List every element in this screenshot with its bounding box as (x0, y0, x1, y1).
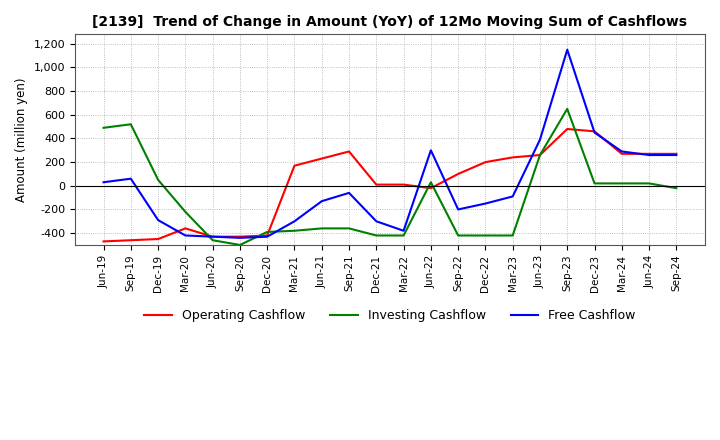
Operating Cashflow (590, 129, 599, 134)
Operating Cashflow (154, 236, 163, 242)
Operating Cashflow (318, 156, 326, 161)
Investing Cashflow (426, 180, 435, 185)
Operating Cashflow (618, 151, 626, 157)
Operating Cashflow (235, 234, 244, 239)
Operating Cashflow (400, 182, 408, 187)
Operating Cashflow (290, 163, 299, 169)
Free Cashflow (235, 235, 244, 241)
Operating Cashflow (454, 171, 462, 176)
Line: Investing Cashflow: Investing Cashflow (104, 109, 676, 245)
Operating Cashflow (99, 239, 108, 244)
Operating Cashflow (263, 233, 271, 238)
Operating Cashflow (536, 152, 544, 158)
Free Cashflow (208, 234, 217, 239)
Free Cashflow (290, 219, 299, 224)
Operating Cashflow (645, 151, 654, 157)
Free Cashflow (590, 130, 599, 135)
Operating Cashflow (481, 159, 490, 165)
Operating Cashflow (208, 234, 217, 239)
Investing Cashflow (235, 242, 244, 248)
Operating Cashflow (345, 149, 354, 154)
Free Cashflow (618, 149, 626, 154)
Operating Cashflow (672, 151, 680, 157)
Investing Cashflow (154, 177, 163, 183)
Investing Cashflow (454, 233, 462, 238)
Free Cashflow (181, 233, 189, 238)
Operating Cashflow (372, 182, 381, 187)
Operating Cashflow (127, 238, 135, 243)
Investing Cashflow (672, 186, 680, 191)
Investing Cashflow (400, 233, 408, 238)
Free Cashflow (536, 137, 544, 142)
Investing Cashflow (181, 209, 189, 214)
Operating Cashflow (181, 226, 189, 231)
Legend: Operating Cashflow, Investing Cashflow, Free Cashflow: Operating Cashflow, Investing Cashflow, … (139, 304, 641, 327)
Free Cashflow (99, 180, 108, 185)
Free Cashflow (426, 148, 435, 153)
Investing Cashflow (508, 233, 517, 238)
Investing Cashflow (481, 233, 490, 238)
Investing Cashflow (590, 181, 599, 186)
Investing Cashflow (208, 238, 217, 243)
Free Cashflow (318, 198, 326, 204)
Investing Cashflow (263, 229, 271, 235)
Line: Operating Cashflow: Operating Cashflow (104, 129, 676, 242)
Free Cashflow (372, 219, 381, 224)
Free Cashflow (672, 152, 680, 158)
Investing Cashflow (345, 226, 354, 231)
Free Cashflow (263, 234, 271, 239)
Y-axis label: Amount (million yen): Amount (million yen) (15, 77, 28, 202)
Investing Cashflow (645, 181, 654, 186)
Investing Cashflow (563, 106, 572, 111)
Operating Cashflow (563, 126, 572, 132)
Investing Cashflow (127, 121, 135, 127)
Free Cashflow (508, 194, 517, 199)
Free Cashflow (454, 207, 462, 212)
Line: Free Cashflow: Free Cashflow (104, 50, 676, 238)
Free Cashflow (345, 190, 354, 195)
Free Cashflow (645, 152, 654, 158)
Title: [2139]  Trend of Change in Amount (YoY) of 12Mo Moving Sum of Cashflows: [2139] Trend of Change in Amount (YoY) o… (92, 15, 688, 29)
Investing Cashflow (618, 181, 626, 186)
Operating Cashflow (426, 186, 435, 191)
Free Cashflow (481, 201, 490, 206)
Free Cashflow (400, 228, 408, 233)
Free Cashflow (563, 47, 572, 52)
Free Cashflow (154, 217, 163, 223)
Investing Cashflow (99, 125, 108, 130)
Operating Cashflow (508, 155, 517, 160)
Investing Cashflow (372, 233, 381, 238)
Investing Cashflow (318, 226, 326, 231)
Investing Cashflow (290, 228, 299, 233)
Investing Cashflow (536, 152, 544, 158)
Free Cashflow (127, 176, 135, 181)
